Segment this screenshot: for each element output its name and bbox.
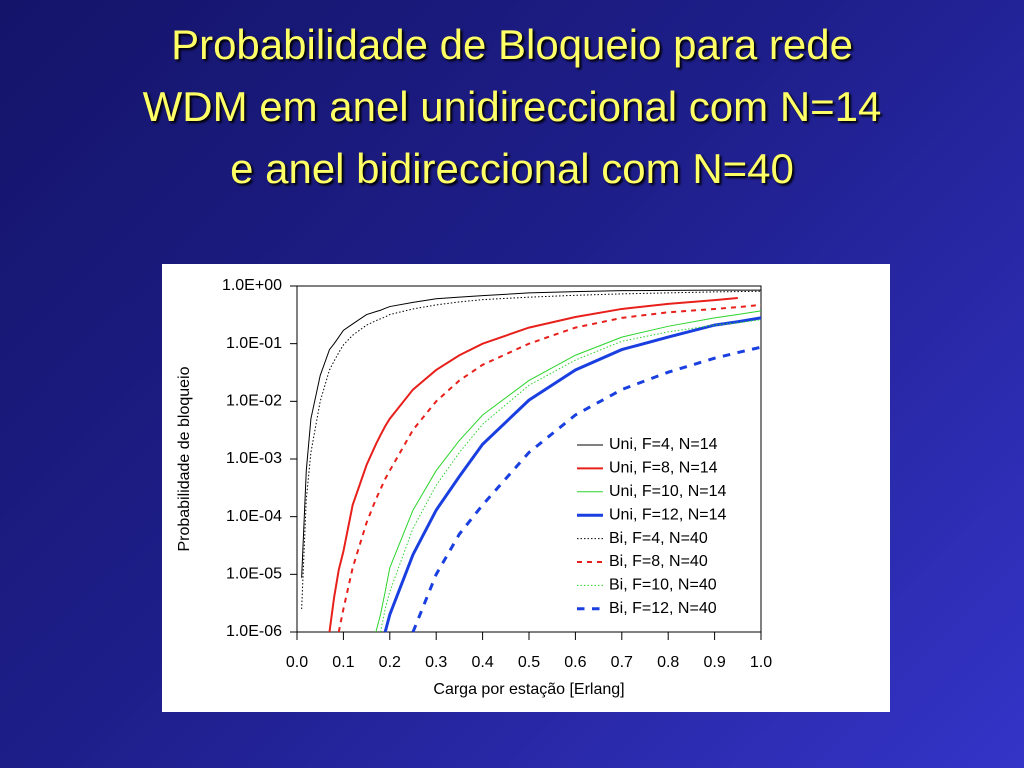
- legend-label: Bi, F=4, N=40: [609, 530, 708, 547]
- x-tick-label: 0.8: [657, 654, 679, 671]
- legend-label: Bi, F=10, N=40: [609, 577, 717, 594]
- legend-label: Uni, F=8, N=14: [609, 460, 718, 477]
- y-tick-label: 1.0E+00: [222, 277, 282, 294]
- legend-label: Uni, F=4, N=14: [609, 436, 718, 453]
- x-tick-label: 0.7: [611, 654, 633, 671]
- chart-panel: [162, 264, 890, 712]
- series-line: [301, 289, 761, 578]
- title-line: WDM em anel unidireccional com N=14: [142, 83, 882, 130]
- y-axis-label: Probabilidade de bloqueio: [176, 366, 193, 551]
- title-line: e anel bidireccional com N=40: [230, 145, 794, 192]
- series-line: [375, 310, 762, 633]
- legend-label: Uni, F=12, N=14: [609, 506, 727, 523]
- y-tick-label: 1.0E-04: [226, 508, 282, 525]
- x-tick-label: 0.3: [425, 654, 447, 671]
- y-tick-label: 1.0E-05: [226, 566, 282, 583]
- series-line: [337, 303, 762, 633]
- y-tick-label: 1.0E-06: [226, 623, 282, 640]
- series-line: [411, 345, 762, 633]
- series-line: [328, 296, 738, 633]
- x-axis-label: Carga por estação [Erlang]: [433, 681, 624, 698]
- x-tick-label: 0.6: [564, 654, 586, 671]
- x-tick-label: 0.1: [332, 654, 354, 671]
- x-tick-label: 0.5: [518, 654, 540, 671]
- x-tick-label: 0.4: [471, 654, 493, 671]
- series-line: [301, 290, 762, 610]
- series-line: [383, 316, 762, 633]
- title: Probabilidade de Bloqueio para rede WDM …: [0, 14, 1024, 200]
- x-tick-label: 0.9: [703, 654, 725, 671]
- title-line: Probabilidade de Bloqueio para rede: [171, 21, 853, 68]
- legend-label: Uni, F=10, N=14: [609, 483, 727, 500]
- y-tick-label: 1.0E-02: [226, 393, 282, 410]
- legend-label: Bi, F=8, N=40: [609, 553, 708, 570]
- series-line: [380, 319, 762, 633]
- legend-label: Bi, F=12, N=40: [609, 600, 717, 617]
- y-tick-label: 1.0E-01: [226, 335, 282, 352]
- y-tick-label: 1.0E-03: [226, 450, 282, 467]
- x-tick-label: 0.0: [286, 654, 308, 671]
- x-tick-label: 1.0: [750, 654, 772, 671]
- x-tick-label: 0.2: [379, 654, 401, 671]
